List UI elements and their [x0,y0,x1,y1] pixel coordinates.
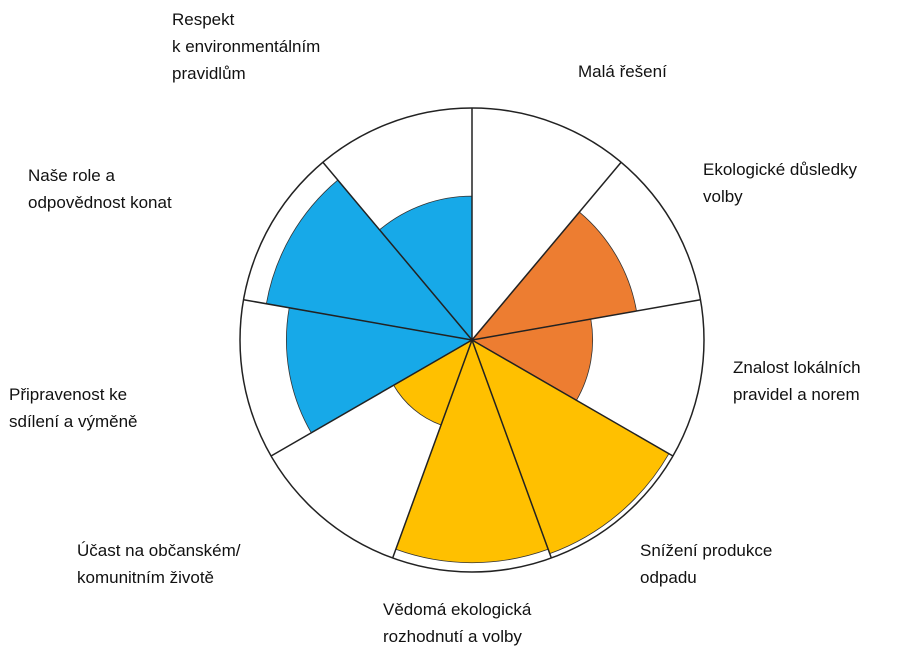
sector [471,339,670,555]
category-label: Připravenost ke sdílení a výměně [9,385,138,431]
category-label: Vědomá ekologická rozhodnutí a volby [383,600,532,646]
sector-boundary [471,339,553,559]
sector [265,179,474,341]
sector [395,338,549,564]
category-label: Ekologické důsledky volby [703,160,858,206]
sector-boundary [270,339,473,457]
sector-boundary [243,298,473,341]
sector-boundary [471,298,701,341]
sector-boundary [471,161,622,341]
sector-boundary [391,339,473,559]
category-label: Naše role a odpovědnost konat [28,166,172,212]
category-label: Respekt k environmentálním pravidlům [172,10,321,83]
sector [470,318,593,401]
sector [286,307,474,434]
category-label: Snížení produkce odpadu [640,541,773,587]
category-label: Malá řešení [578,62,667,81]
sector [378,195,473,342]
sector [470,211,637,341]
category-label: Účast na občanském/ komunitním životě [77,541,241,587]
category-label: Znalost lokálních pravidel a norem [733,358,861,404]
sector-boundary [471,339,674,457]
sector-boundary [322,161,473,341]
